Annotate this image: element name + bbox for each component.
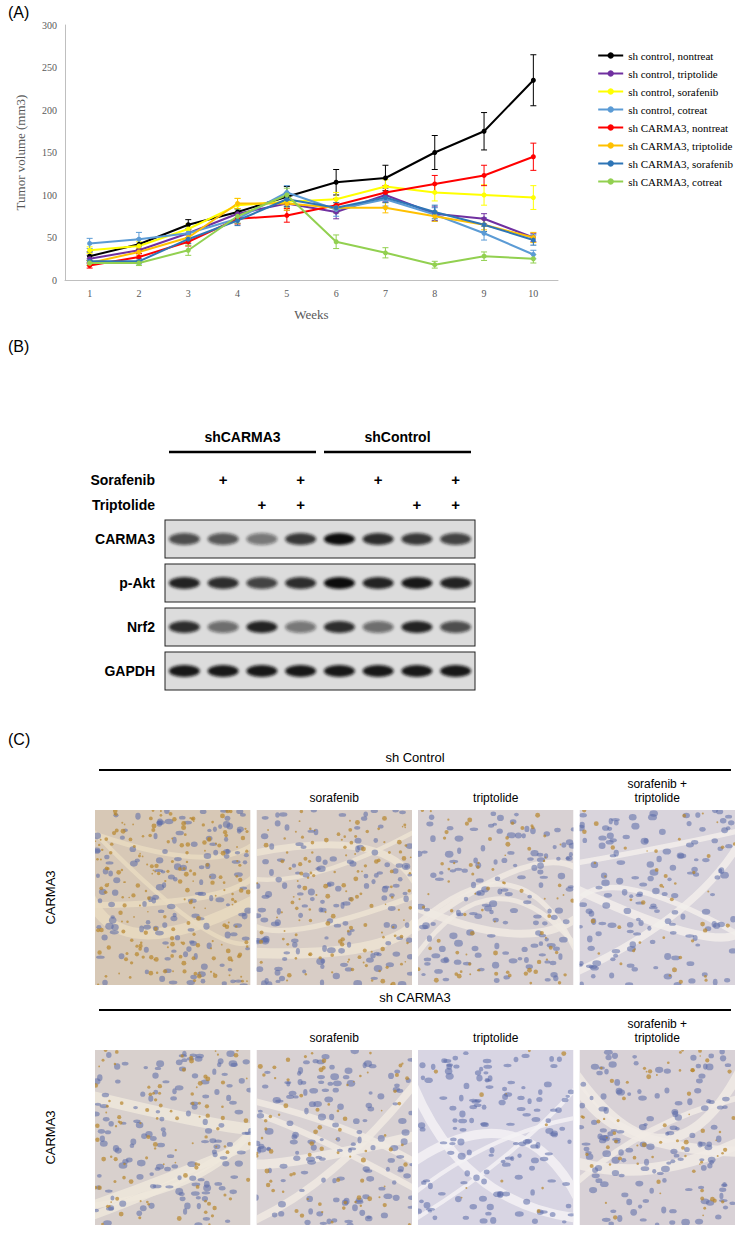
svg-text:shCARMA3: shCARMA3 xyxy=(204,429,280,445)
svg-text:+: + xyxy=(374,471,383,488)
svg-text:+: + xyxy=(296,496,305,513)
svg-text:250: 250 xyxy=(42,62,57,73)
svg-text:4: 4 xyxy=(235,288,240,299)
svg-text:sorafenib: sorafenib xyxy=(310,791,360,805)
svg-text:7: 7 xyxy=(383,288,388,299)
svg-text:5: 5 xyxy=(284,288,289,299)
svg-text:CARMA3: CARMA3 xyxy=(95,531,155,547)
svg-text:triptolide: triptolide xyxy=(635,791,681,805)
html-text:(A): (A) xyxy=(8,4,30,21)
svg-text:(B): (B) xyxy=(8,338,29,355)
svg-text:+: + xyxy=(296,471,305,488)
svg-text:p-Akt: p-Akt xyxy=(119,575,155,591)
svg-text:(C): (C) xyxy=(8,731,30,748)
svg-text:Nrf2: Nrf2 xyxy=(127,619,155,635)
svg-text:6: 6 xyxy=(334,288,339,299)
svg-text:sh CARMA3: sh CARMA3 xyxy=(379,990,451,1005)
svg-text:Tumor volume (mm3): Tumor volume (mm3) xyxy=(13,95,28,211)
svg-text:CARMA3: CARMA3 xyxy=(43,1110,58,1164)
svg-text:Triptolide: Triptolide xyxy=(92,497,155,513)
svg-text:sorafenib +: sorafenib + xyxy=(627,777,687,791)
svg-text:triptolide: triptolide xyxy=(473,791,519,805)
svg-text:sorafenib: sorafenib xyxy=(310,1031,360,1045)
svg-text:sh CARMA3, triptolide: sh CARMA3, triptolide xyxy=(628,140,732,152)
svg-text:+: + xyxy=(412,496,421,513)
svg-text:1: 1 xyxy=(87,288,92,299)
svg-text:2: 2 xyxy=(136,288,141,299)
svg-text:8: 8 xyxy=(432,288,437,299)
svg-text:sh CARMA3, cotreat: sh CARMA3, cotreat xyxy=(628,176,722,188)
svg-text:sh Control: sh Control xyxy=(385,750,444,765)
svg-text:50: 50 xyxy=(47,232,57,243)
svg-text:sh control, nontreat: sh control, nontreat xyxy=(628,50,713,62)
svg-text:triptolide: triptolide xyxy=(635,1031,681,1045)
svg-text:+: + xyxy=(451,496,460,513)
svg-text:Weeks: Weeks xyxy=(294,307,328,322)
svg-text:9: 9 xyxy=(482,288,487,299)
svg-text:GAPDH: GAPDH xyxy=(104,663,155,679)
svg-text:+: + xyxy=(219,471,228,488)
svg-text:3: 3 xyxy=(186,288,191,299)
svg-text:sh control, cotreat: sh control, cotreat xyxy=(628,104,707,116)
svg-text:0: 0 xyxy=(52,275,57,286)
svg-text:Sorafenib: Sorafenib xyxy=(90,472,155,488)
svg-text:CARMA3: CARMA3 xyxy=(43,870,58,924)
svg-text:300: 300 xyxy=(42,20,57,31)
svg-text:sh CARMA3, nontreat: sh CARMA3, nontreat xyxy=(628,122,728,134)
svg-text:100: 100 xyxy=(42,190,57,201)
svg-text:sorafenib +: sorafenib + xyxy=(627,1017,687,1031)
svg-text:sh control, sorafenib: sh control, sorafenib xyxy=(628,86,719,98)
svg-text:sh CARMA3, sorafenib: sh CARMA3, sorafenib xyxy=(628,158,733,170)
svg-text:150: 150 xyxy=(42,147,57,158)
svg-text:200: 200 xyxy=(42,105,57,116)
svg-text:shControl: shControl xyxy=(364,429,430,445)
svg-text:sh control, triptolide: sh control, triptolide xyxy=(628,68,718,80)
svg-text:10: 10 xyxy=(528,288,538,299)
svg-text:+: + xyxy=(451,471,460,488)
svg-text:triptolide: triptolide xyxy=(473,1031,519,1045)
svg-text:+: + xyxy=(257,496,266,513)
